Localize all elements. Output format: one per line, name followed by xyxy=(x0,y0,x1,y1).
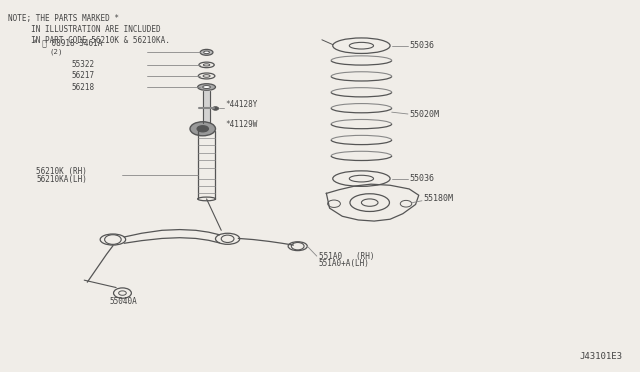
Text: 55036: 55036 xyxy=(409,41,434,50)
Text: (2): (2) xyxy=(49,48,63,55)
Text: 551A0+A(LH): 551A0+A(LH) xyxy=(319,259,370,268)
Ellipse shape xyxy=(198,84,216,90)
Circle shape xyxy=(212,107,219,110)
Text: 55322: 55322 xyxy=(72,60,95,70)
Text: * Ⓝ 08918-3461A: * Ⓝ 08918-3461A xyxy=(33,39,102,48)
Ellipse shape xyxy=(200,49,213,55)
Text: IN PART CODE 56210K & 56210KA.: IN PART CODE 56210K & 56210KA. xyxy=(8,36,170,45)
Text: IN ILLUSTRATION ARE INCLUDED: IN ILLUSTRATION ARE INCLUDED xyxy=(8,25,161,34)
Text: *41129W: *41129W xyxy=(226,120,258,129)
Text: 55020M: 55020M xyxy=(409,109,439,119)
Ellipse shape xyxy=(204,51,209,54)
Text: J43101E3: J43101E3 xyxy=(580,352,623,361)
Text: 551A0   (RH): 551A0 (RH) xyxy=(319,251,374,261)
Text: 56218: 56218 xyxy=(72,83,95,92)
Ellipse shape xyxy=(197,126,209,132)
Ellipse shape xyxy=(203,86,211,89)
Ellipse shape xyxy=(190,122,216,136)
Text: 56210KA(LH): 56210KA(LH) xyxy=(36,175,87,184)
Text: 55036: 55036 xyxy=(409,174,434,183)
Text: *44128Y: *44128Y xyxy=(226,100,258,109)
Text: 56210K (RH): 56210K (RH) xyxy=(36,167,87,176)
Text: 55180M: 55180M xyxy=(423,195,453,203)
Text: NOTE; THE PARTS MARKED *: NOTE; THE PARTS MARKED * xyxy=(8,14,119,23)
Text: 56217: 56217 xyxy=(72,71,95,80)
Text: 55040A: 55040A xyxy=(109,297,138,306)
